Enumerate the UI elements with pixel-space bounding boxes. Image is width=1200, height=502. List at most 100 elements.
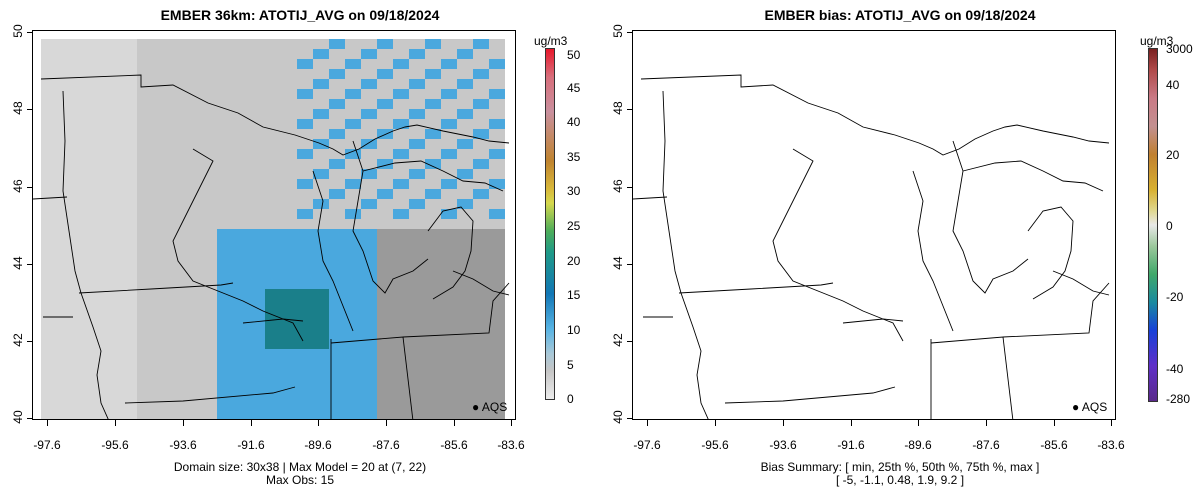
model-grid-cell: [377, 309, 393, 319]
model-grid-cell: [409, 259, 425, 269]
model-grid-cell: [489, 249, 505, 259]
model-grid-cell: [489, 209, 505, 219]
model-grid-cell: [201, 389, 217, 399]
model-grid-cell: [201, 349, 217, 359]
model-grid-cell: [73, 349, 89, 359]
model-grid-cell: [249, 269, 265, 279]
model-grid-cell: [393, 329, 409, 339]
model-grid-cell: [249, 159, 265, 169]
state-boundaries: [33, 74, 510, 419]
model-grid-cell: [137, 149, 153, 159]
model-grid-cell: [169, 49, 185, 59]
model-grid-cell: [393, 309, 409, 319]
model-grid-cell: [489, 129, 505, 139]
model-grid-cell: [201, 359, 217, 369]
model-grid-cell: [361, 49, 377, 59]
model-grid-cell: [249, 79, 265, 89]
model-grid-cell: [281, 339, 297, 349]
model-grid-cell: [121, 269, 137, 279]
model-grid-cell: [201, 199, 217, 209]
model-grid-cell: [57, 379, 73, 389]
model-grid-cell: [89, 49, 105, 59]
model-grid-cell: [233, 149, 249, 159]
model-grid-cell: [57, 159, 73, 169]
model-grid-cell: [489, 79, 505, 89]
model-grid-cell: [217, 329, 233, 339]
x-tick-mark: [183, 420, 184, 426]
x-tick-label: -91.6: [237, 438, 265, 452]
model-grid-cell: [73, 159, 89, 169]
model-grid-cell: [89, 119, 105, 129]
model-grid-cell: [425, 79, 441, 89]
model-grid-cell: [313, 409, 329, 419]
model-grid-cell: [393, 289, 409, 299]
model-grid-cell: [377, 119, 393, 129]
model-grid-cell: [409, 399, 425, 409]
model-grid-cell: [185, 159, 201, 169]
model-grid-cell: [441, 229, 457, 239]
model-grid-cell: [233, 329, 249, 339]
model-grid-cell: [249, 249, 265, 259]
model-grid-cell: [425, 289, 441, 299]
model-grid-cell: [281, 109, 297, 119]
model-grid-cell: [153, 189, 169, 199]
model-grid-cell: [249, 349, 265, 359]
x-tick-mark: [783, 420, 784, 426]
model-grid-cell: [41, 349, 57, 359]
model-grid-cell: [137, 369, 153, 379]
model-grid-cell: [105, 249, 121, 259]
model-grid-cell: [137, 269, 153, 279]
x-tick-mark: [47, 420, 48, 426]
colorbar-label: 20: [567, 254, 581, 268]
model-grid-cell: [153, 319, 169, 329]
model-grid-cell: [73, 369, 89, 379]
model-grid-cell: [409, 69, 425, 79]
model-grid-cell: [233, 169, 249, 179]
model-grid-cell: [169, 149, 185, 159]
model-grid-cell: [201, 119, 217, 129]
model-grid-cell: [489, 239, 505, 249]
model-grid-cell: [121, 279, 137, 289]
model-grid-cell: [297, 179, 313, 189]
model-grid-cell: [297, 119, 313, 129]
model-grid-cell: [425, 169, 441, 179]
model-grid-cell: [345, 169, 361, 179]
model-grid-cell: [473, 229, 489, 239]
model-grid-cell: [297, 379, 313, 389]
model-grid-cell: [457, 279, 473, 289]
model-grid-cell: [441, 119, 457, 129]
model-grid-cell: [409, 239, 425, 249]
model-grid-cell: [425, 239, 441, 249]
model-grid-cell: [393, 49, 409, 59]
model-grid-cell: [57, 399, 73, 409]
model-grid-cell: [441, 39, 457, 49]
model-grid-cell: [41, 69, 57, 79]
model-grid-cell: [361, 349, 377, 359]
model-grid-cell: [41, 129, 57, 139]
model-grid-cell: [345, 79, 361, 89]
model-grid-cell: [393, 259, 409, 269]
model-grid-cell: [265, 39, 281, 49]
model-grid-cell: [233, 289, 249, 299]
model-grid-cell: [201, 249, 217, 259]
model-grid-cell: [105, 409, 121, 419]
x-tick-mark: [511, 420, 512, 426]
model-grid-cell: [281, 279, 297, 289]
model-grid-cell: [489, 269, 505, 279]
model-grid-cell: [73, 379, 89, 389]
model-grid-cell: [121, 249, 137, 259]
model-grid-cell: [41, 389, 57, 399]
model-grid-cell: [297, 109, 313, 119]
model-grid-cell: [393, 129, 409, 139]
model-grid-cell: [489, 339, 505, 349]
model-grid-cell: [441, 49, 457, 59]
model-grid-cell: [217, 349, 233, 359]
model-grid-cell: [361, 179, 377, 189]
y-tick-mark: [627, 264, 632, 265]
colorbar-label: 10: [567, 323, 581, 337]
model-grid-cell: [249, 239, 265, 249]
model-grid-cell: [185, 389, 201, 399]
model-grid-cell: [377, 99, 393, 109]
model-grid-cell: [281, 309, 297, 319]
y-tick-label: 50: [11, 24, 25, 38]
